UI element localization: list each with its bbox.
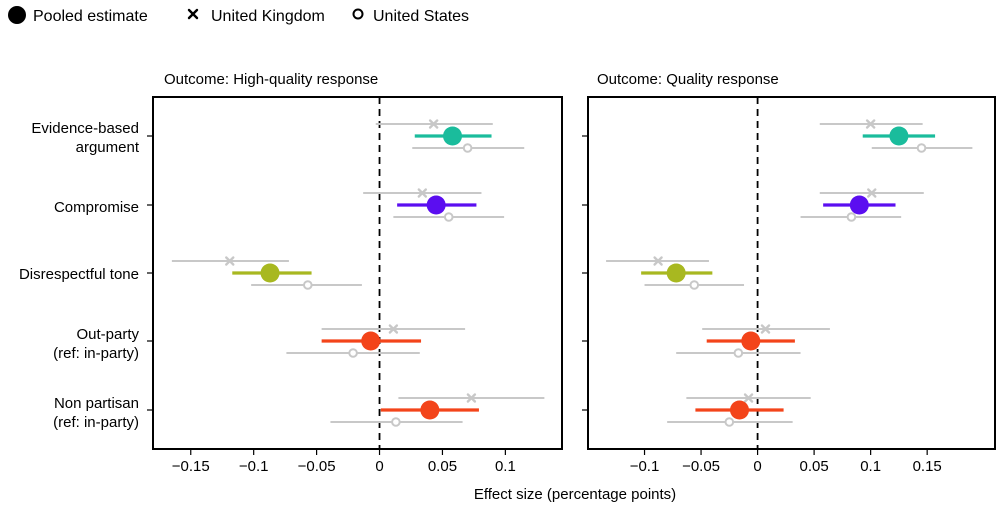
x-tick-label: 0.1 (860, 458, 881, 475)
uk-point-marker (743, 393, 754, 403)
x-tick-label: 0.05 (800, 458, 829, 475)
category-label-disrespectful: Disrespectful tone (19, 266, 139, 283)
category-label-non-partisan: Non partisan (ref: in-party) (53, 395, 139, 431)
pooled-point-marker (889, 126, 909, 146)
us-point-marker (733, 348, 744, 358)
uk-point-marker (225, 256, 235, 266)
pooled-point-marker (849, 195, 869, 215)
legend-us-marker (352, 8, 364, 20)
legend-uk-marker (187, 8, 199, 20)
uk-point-marker (388, 324, 399, 334)
panel-frame (587, 96, 996, 450)
x-tick-label: −0.1 (239, 458, 269, 475)
us-point-marker (302, 280, 313, 290)
pooled-point-marker (741, 331, 761, 351)
us-point-marker (348, 348, 358, 358)
uk-point-marker (417, 188, 428, 198)
panel-frame (152, 96, 563, 450)
uk-point-marker (865, 119, 876, 129)
pooled-point-marker (443, 126, 463, 146)
x-tick-label: 0 (375, 458, 383, 475)
pooled-point-marker (426, 195, 446, 215)
category-label-evidence: Evidence-based argument (31, 120, 139, 156)
legend-us-label: United States (373, 8, 469, 25)
panel-title-high-quality: Outcome: High-quality response (164, 71, 378, 88)
category-label-out-party: Out-party (ref: in-party) (53, 326, 139, 362)
us-point-marker (443, 212, 454, 222)
pooled-point-marker (420, 400, 440, 420)
uk-point-marker (867, 188, 877, 198)
legend-uk-label: United Kingdom (211, 8, 325, 25)
x-axis-label: Effect size (percentage points) (474, 486, 676, 503)
us-point-marker (916, 143, 927, 153)
uk-point-marker (653, 256, 663, 266)
legend-pooled-marker (8, 6, 26, 24)
us-point-marker (462, 143, 473, 153)
pooled-point-marker (260, 263, 280, 283)
x-tick-label: −0.15 (172, 458, 210, 475)
legend: Pooled estimate United Kingdom United St… (8, 6, 469, 25)
x-tick-label: −0.05 (298, 458, 336, 475)
panel-quality-response: −0.1 −0.05 0 0.05 0.1 0.15 (582, 96, 996, 475)
us-point-marker (689, 280, 700, 290)
legend-pooled-label: Pooled estimate (33, 8, 148, 25)
uk-point-marker (466, 393, 477, 403)
category-label-compromise: Compromise (54, 199, 139, 216)
us-point-marker (724, 417, 735, 427)
y-axis-category-labels: Evidence-based argument Compromise Disres… (19, 120, 140, 431)
pooled-point-marker (361, 331, 381, 351)
us-point-marker (391, 417, 401, 427)
x-tick-label: 0.15 (913, 458, 942, 475)
panel-title-quality: Outcome: Quality response (597, 71, 779, 88)
panel-high-quality-response: −0.15 −0.1 −0.05 0 0.05 0.1 (147, 96, 563, 475)
x-tick-label: 0 (753, 458, 761, 475)
x-tick-label: −0.1 (630, 458, 660, 475)
x-tick-label: 0.1 (495, 458, 516, 475)
pooled-point-marker (666, 263, 686, 283)
uk-point-marker (428, 119, 439, 129)
x-tick-label: −0.05 (682, 458, 720, 475)
x-tick-label: 0.05 (428, 458, 457, 475)
us-point-marker (846, 212, 857, 222)
pooled-point-marker (729, 400, 749, 420)
uk-point-marker (760, 324, 771, 334)
